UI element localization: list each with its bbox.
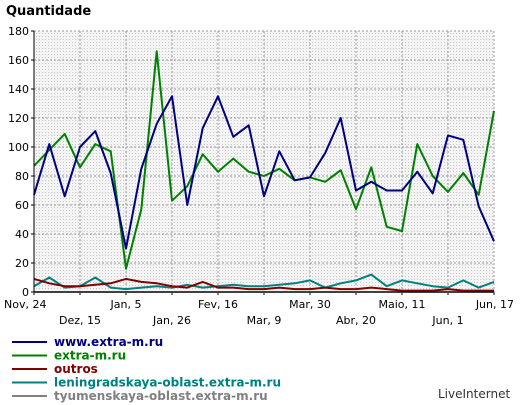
y-tick-label: 160	[8, 54, 29, 67]
y-tick-label: 60	[15, 199, 29, 212]
x-tick-label: Jan, 26	[152, 314, 191, 327]
x-tick-label: Nov, 24	[4, 298, 46, 311]
y-tick-label: 120	[8, 112, 29, 125]
x-axis-ticks: Nov, 24 Dez, 15 Jan, 5 Jan, 26 Fev, 16 Mar, 9…	[4, 292, 514, 327]
y-tick-label: 140	[8, 83, 29, 96]
legend: www.extra-m.ruextra-m.ruoutrosleningrads…	[12, 335, 281, 403]
x-tick-label: Mar, 9	[247, 314, 282, 327]
y-tick-label: 100	[8, 141, 29, 154]
legend-label: leningradskaya-oblast.extra-m.ru	[54, 376, 281, 390]
x-tick-label: Jan, 5	[110, 298, 142, 311]
x-tick-label: Mar, 30	[289, 298, 331, 311]
x-tick-label: Fev, 16	[198, 298, 238, 311]
x-tick-label: Maio, 11	[378, 298, 425, 311]
legend-label: extra-m.ru	[54, 349, 126, 363]
series-line-extra-m-ru	[33, 50, 495, 270]
legend-label: outros	[54, 362, 98, 376]
series-line-outros	[33, 277, 494, 292]
series-line-leningradskaya-oblast-extra-m-ru	[33, 273, 495, 291]
legend-label: tyumenskaya-oblast.extra-m.ru	[54, 389, 268, 403]
x-tick-label: Jun, 17	[475, 298, 514, 311]
y-tick-label: 180	[8, 25, 29, 38]
y-axis-title: Quantidade	[6, 4, 91, 19]
x-tick-label: Jun, 1	[431, 314, 463, 327]
y-tick-label: 20	[15, 257, 29, 270]
x-tick-label: Dez, 15	[59, 314, 101, 327]
y-tick-label: 0	[22, 286, 29, 299]
x-tick-label: Abr, 20	[336, 314, 376, 327]
y-axis-ticks: 0 20 40 60 80 100 120 140 160 180	[8, 25, 34, 299]
y-tick-label: 80	[15, 170, 29, 183]
y-tick-label: 40	[15, 228, 29, 241]
series-line-www-extra-m-ru	[33, 95, 495, 250]
watermark-liveinternet: LiveInternet	[438, 387, 510, 401]
legend-label: www.extra-m.ru	[54, 335, 163, 349]
